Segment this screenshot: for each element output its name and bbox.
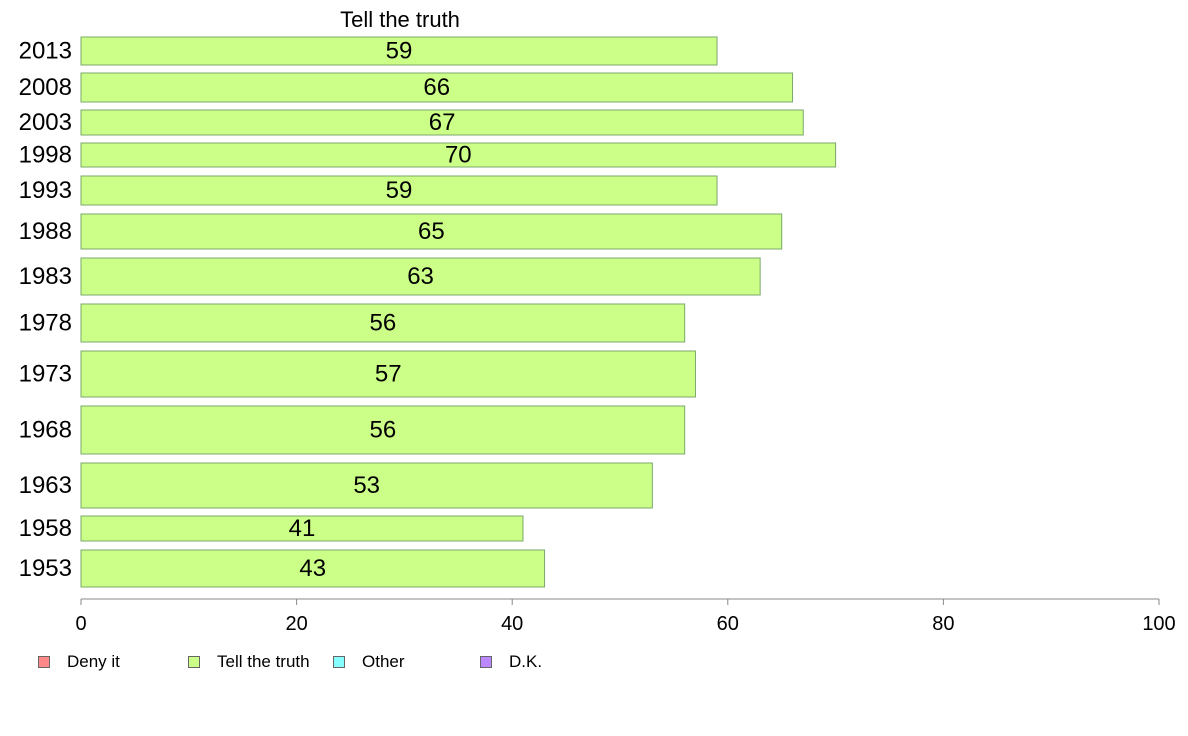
value-label-1983: 63 [407,263,434,290]
bar-1963 [80,462,653,509]
x-tick-label-100: 100 [1142,613,1175,635]
legend-swatch [333,656,345,668]
category-label-2008: 2008 [19,74,72,101]
category-label-1963: 1963 [19,472,72,499]
category-label-2013: 2013 [19,38,72,65]
bar-1998 [80,142,837,168]
x-tick-label-60: 60 [717,613,739,635]
category-label-1958: 1958 [19,515,72,542]
bar-1968 [80,405,686,455]
bar-1953 [80,549,546,588]
bars-layer: 2013 59 2008 66 2003 67 1998 70 1993 59 1988 65 1983… [19,36,837,588]
legend-label: D.K. [509,652,543,671]
bar-2003 [80,109,804,136]
legend-item-d-k: D.K. [480,652,542,672]
bar-1988 [80,213,783,250]
x-tick-label-0: 0 [75,613,86,635]
legend-label: Tell the truth [217,652,310,671]
category-label-2003: 2003 [19,109,72,136]
category-label-1978: 1978 [19,310,72,337]
value-label-1968: 56 [369,417,396,444]
value-label-1993: 59 [386,177,413,204]
bar-1973 [80,350,696,398]
value-label-1963: 53 [353,472,380,499]
value-label-2013: 59 [386,38,413,65]
category-label-1983: 1983 [19,263,72,290]
legend-swatch [480,656,492,668]
category-label-1998: 1998 [19,142,72,169]
value-label-1953: 43 [299,555,326,582]
bar-1958 [80,515,524,542]
x-tick-label-40: 40 [501,613,523,635]
bar-2008 [80,72,793,103]
category-label-1988: 1988 [19,218,72,245]
bar-2013 [80,36,718,66]
value-label-1973: 57 [375,361,402,388]
value-label-2008: 66 [423,74,450,101]
legend-swatch [38,656,50,668]
chart-title: Tell the truth [340,7,460,32]
value-label-1998: 70 [445,142,472,169]
x-tick-label-20: 20 [285,613,307,635]
value-label-1978: 56 [369,310,396,337]
value-label-1988: 65 [418,218,445,245]
legend-label: Other [362,652,405,671]
category-label-1993: 1993 [19,177,72,204]
category-label-1953: 1953 [19,555,72,582]
legend-swatch [188,656,200,668]
legend-item-tell-the-truth: Tell the truth [188,652,310,672]
value-label-1958: 41 [289,515,316,542]
bar-1993 [80,175,718,206]
x-axis: 0 20 40 60 80 100 [75,598,1176,635]
legend-label: Deny it [67,652,120,671]
bar-1983 [80,257,761,296]
legend-item-deny-it: Deny it [38,652,120,672]
bar-1978 [80,303,686,343]
category-label-1968: 1968 [19,417,72,444]
value-label-2003: 67 [429,109,456,136]
category-label-1973: 1973 [19,361,72,388]
x-tick-label-80: 80 [932,613,954,635]
legend-item-other: Other [333,652,405,672]
